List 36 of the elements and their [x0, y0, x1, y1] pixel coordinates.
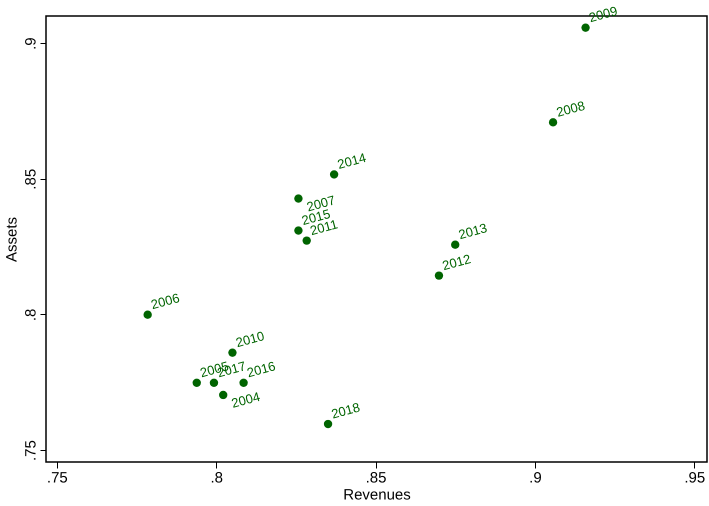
- annotation: 2004: [230, 388, 262, 411]
- y-axis-title: Assets: [4, 216, 20, 262]
- y-tick-label: .75: [22, 440, 40, 461]
- annotation: 2008: [554, 98, 587, 120]
- annotation: 2018: [330, 400, 362, 422]
- point: [143, 310, 152, 319]
- y-tick-label: .8: [22, 308, 40, 322]
- annotation: 2006: [149, 290, 182, 312]
- point: [434, 271, 444, 280]
- point: [302, 236, 311, 245]
- point: [210, 378, 218, 387]
- annotation: 2014: [336, 150, 368, 172]
- x-axis-title: Revenues: [343, 486, 411, 504]
- point: [219, 390, 228, 400]
- point: [330, 170, 338, 179]
- x-tick-label: .85: [366, 470, 386, 486]
- x-tick-label: .95: [684, 470, 706, 486]
- annotation: 2013: [456, 220, 489, 242]
- annotation: 2016: [245, 358, 278, 380]
- point: [294, 226, 303, 235]
- x-tick-label: .8: [210, 470, 223, 486]
- point: [192, 378, 201, 387]
- point: [581, 23, 590, 32]
- x-tick-label: .9: [529, 470, 542, 486]
- annotation: 2009: [587, 3, 620, 26]
- y-tick-label: .85: [22, 168, 40, 190]
- annotation: 2012: [440, 251, 472, 274]
- point: [239, 378, 248, 387]
- point: [294, 194, 303, 203]
- point: [451, 240, 460, 249]
- point: [324, 420, 332, 428]
- point: [228, 348, 237, 357]
- point: [548, 118, 558, 127]
- y-tick-label: .9: [22, 37, 40, 50]
- x-tick-label: .75: [46, 470, 68, 486]
- annotation: 2010: [234, 328, 266, 350]
